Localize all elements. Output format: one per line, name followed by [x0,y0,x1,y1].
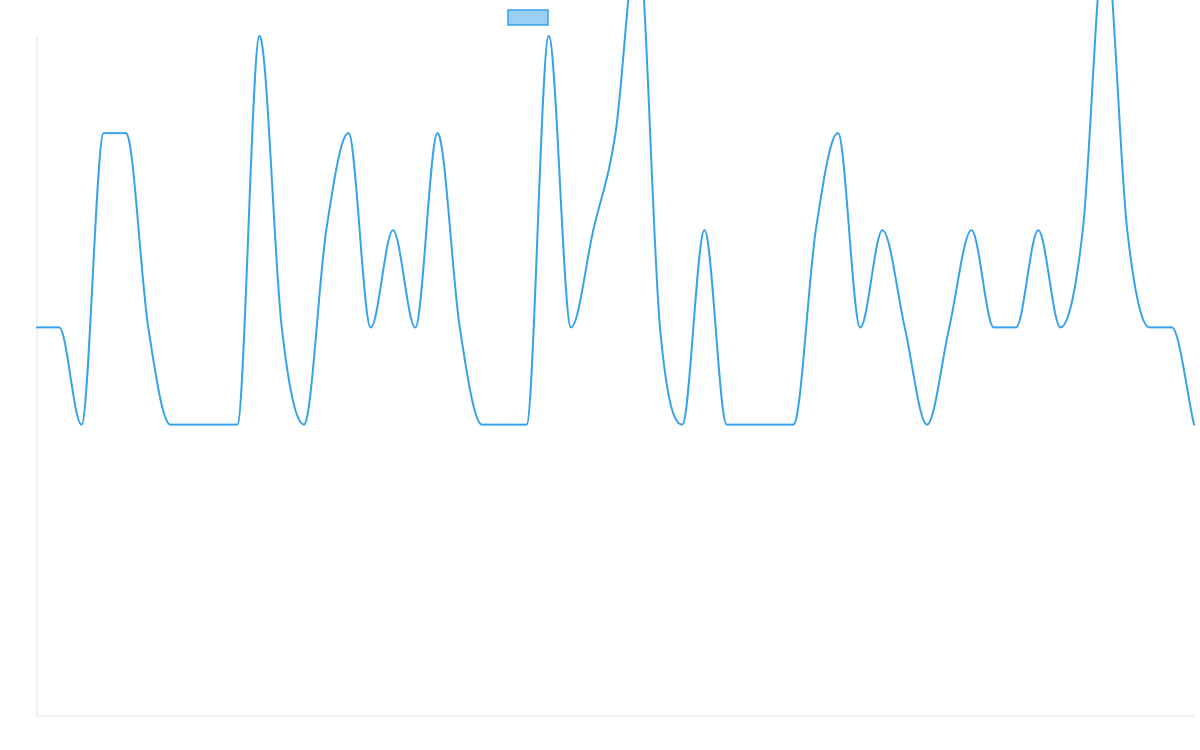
series-layer [34,0,1197,428]
data-point-5[interactable] [145,324,151,330]
data-point-43[interactable] [991,324,997,330]
data-point-13[interactable] [323,227,329,233]
data-point-10[interactable] [257,33,263,39]
data-point-37[interactable] [857,324,863,330]
data-point-45[interactable] [1035,227,1041,233]
data-point-14[interactable] [346,130,352,136]
data-point-21[interactable] [501,422,507,428]
data-point-28[interactable] [657,324,663,330]
data-point-41[interactable] [946,324,952,330]
data-point-17[interactable] [412,324,418,330]
data-point-50[interactable] [1147,324,1153,330]
series-line[interactable] [36,0,1195,426]
data-point-18[interactable] [435,130,441,136]
data-point-19[interactable] [457,324,463,330]
data-point-38[interactable] [880,227,886,233]
data-point-15[interactable] [368,324,374,330]
data-point-44[interactable] [1013,324,1019,330]
data-point-8[interactable] [212,422,218,428]
data-point-7[interactable] [190,422,196,428]
data-point-0[interactable] [34,324,40,330]
data-point-33[interactable] [768,422,774,428]
data-point-22[interactable] [524,422,530,428]
data-point-49[interactable] [1124,227,1130,233]
data-point-3[interactable] [101,130,107,136]
data-point-12[interactable] [301,422,307,428]
data-point-23[interactable] [546,33,552,39]
data-point-2[interactable] [79,422,85,428]
data-point-26[interactable] [613,130,619,136]
legend-swatch[interactable] [507,9,549,26]
data-point-42[interactable] [969,227,975,233]
data-point-35[interactable] [813,227,819,233]
data-point-9[interactable] [234,422,240,428]
data-point-6[interactable] [168,422,174,428]
data-point-11[interactable] [279,324,285,330]
data-point-51[interactable] [1169,324,1175,330]
data-point-24[interactable] [568,324,574,330]
data-point-52[interactable] [1191,422,1197,428]
data-point-40[interactable] [924,422,930,428]
data-point-31[interactable] [724,422,730,428]
data-point-32[interactable] [746,422,752,428]
axes [36,36,1194,717]
data-point-1[interactable] [56,324,62,330]
data-point-47[interactable] [1080,227,1086,233]
data-point-46[interactable] [1058,324,1064,330]
data-point-25[interactable] [590,227,596,233]
data-point-20[interactable] [479,422,485,428]
legend[interactable] [507,9,549,26]
data-point-39[interactable] [902,324,908,330]
data-point-36[interactable] [835,130,841,136]
data-point-34[interactable] [791,422,797,428]
data-point-29[interactable] [679,422,685,428]
data-point-16[interactable] [390,227,396,233]
data-point-4[interactable] [123,130,129,136]
data-point-30[interactable] [702,227,708,233]
